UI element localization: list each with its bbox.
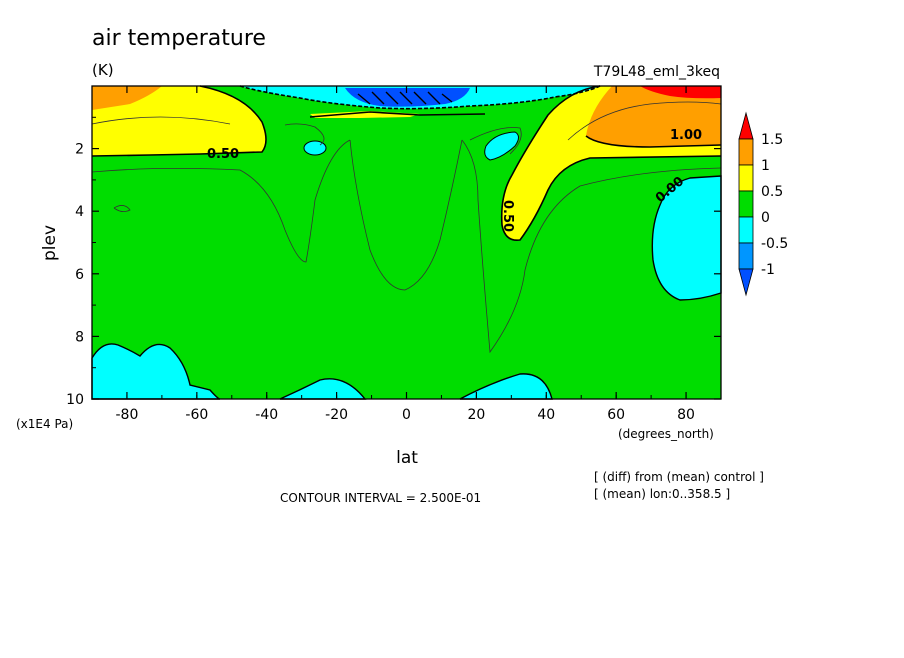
x-axis-units: (degrees_north): [618, 427, 714, 441]
bold-contours: [91, 85, 722, 242]
colorbar-swatch: [738, 242, 754, 270]
y-tick-label: 6: [75, 267, 84, 283]
contour-lines: [91, 101, 722, 354]
colorbar-label: 1.5: [761, 132, 783, 148]
colorbar-label: 0: [761, 210, 770, 226]
colorbar-swatch: [738, 138, 754, 166]
colorbar-label: -0.5: [761, 236, 788, 252]
chart-title: air temperature: [92, 26, 266, 51]
colorbar-label: -1: [761, 262, 775, 278]
region-nh-1-1.5: [586, 86, 721, 147]
x-tick-label: -20: [325, 407, 348, 423]
contour-label-1: 1.00: [670, 128, 702, 143]
contour-interval-note: CONTOUR INTERVAL = 2.500E-01: [280, 491, 481, 505]
x-tick-label: 60: [607, 407, 625, 423]
x-tick-label: 20: [467, 407, 485, 423]
colorbar-swatch: [738, 216, 754, 244]
units-label: (K): [92, 61, 114, 79]
diff-note: [ (diff) from (mean) control ]: [594, 470, 764, 484]
colorbar-swatch: [738, 164, 754, 192]
x-tick-label: 80: [677, 407, 695, 423]
run-name: T79L48_eml_3keq: [593, 64, 720, 80]
y-tick-label: 8: [75, 329, 84, 345]
y-axis-title: plev: [40, 225, 60, 261]
colorbar-swatch-bottom: [738, 268, 754, 297]
region-tr-bottom-neg: [279, 378, 367, 400]
colorbar-swatch-top: [738, 111, 754, 140]
blob-neg-nh: [484, 131, 519, 161]
x-tick-label: 40: [537, 407, 555, 423]
y-axis-units: (x1E4 Pa): [16, 417, 73, 431]
y-axis: 2 4 6 8 10: [66, 116, 721, 408]
region-sh-upper-0.5-1: [92, 86, 266, 156]
region-sh-bottom-neg: [91, 343, 221, 400]
y-tick-label: 10: [66, 392, 84, 408]
x-axis: -80 -60 -40 -20 0 20 40 60 80: [91, 86, 722, 423]
x-tick-label: -80: [116, 407, 139, 423]
contour-label-0: 0.50: [207, 147, 239, 162]
x-axis-title: lat: [396, 448, 418, 468]
colorbar-label: 1: [761, 158, 770, 174]
region-nh-bottom-neg: [459, 373, 553, 400]
hatch-lt-neg1: [357, 91, 453, 105]
mean-note: [ (mean) lon:0..358.5 ]: [594, 487, 730, 501]
region-nh-mid-neg: [651, 175, 722, 301]
contour-label-2: 0.50: [500, 200, 515, 232]
colorbar: 1.5 1 0.5 0 -0.5 -1: [738, 111, 788, 297]
x-tick-label: 0: [402, 407, 411, 423]
x-tick-label: -60: [185, 407, 208, 423]
colorbar-swatch: [738, 190, 754, 218]
plot-area: 0.50 1.00 0.50 0.00: [91, 85, 722, 400]
region-nh-gt-1.5: [640, 86, 721, 99]
y-tick-label: 2: [75, 142, 84, 158]
x-tick-label: -40: [255, 407, 278, 423]
colorbar-label: 0.5: [761, 184, 783, 200]
region-sh-upper-1-1.5: [92, 86, 162, 110]
y-tick-label: 4: [75, 204, 84, 220]
